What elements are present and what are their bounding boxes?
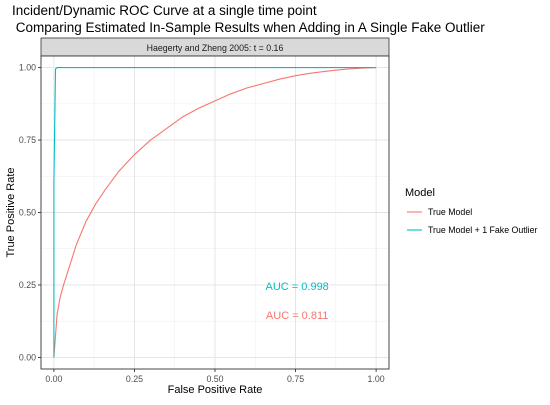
legend-title: Model	[405, 187, 435, 199]
x-tick-label: 0.25	[126, 374, 143, 384]
y-tick-label: 0.50	[19, 208, 36, 218]
legend-label: True Model	[428, 207, 472, 217]
series-line-true-model	[53, 67, 377, 358]
x-axis-title: False Positive Rate	[168, 384, 263, 396]
series-lines	[53, 67, 377, 358]
legend: Model True Model True Model + 1 Fake Outl…	[405, 187, 538, 239]
series-line-true-model-plus-outlier	[53, 67, 377, 358]
auc-annotations: AUC = 0.998 AUC = 0.811	[266, 281, 329, 322]
grid-lines	[41, 56, 389, 369]
auc-label-0: AUC = 0.998	[266, 281, 329, 293]
y-tick-label: 1.00	[19, 63, 36, 73]
y-axis-title: True Positive Rate	[5, 167, 17, 257]
x-tick-label: 0.50	[206, 374, 223, 384]
auc-label-1: AUC = 0.811	[266, 310, 328, 322]
chart-title-line2: Comparing Estimated In-Sample Results wh…	[12, 20, 485, 35]
x-tick-label: 0.75	[287, 374, 304, 384]
y-tick-label: 0.75	[19, 135, 36, 145]
legend-item[interactable]: True Model + 1 Fake Outlier	[406, 222, 538, 239]
legend-label: True Model + 1 Fake Outlier	[428, 225, 538, 235]
y-tick-label: 0.00	[19, 352, 36, 362]
y-tick-label: 0.25	[19, 280, 36, 290]
x-tick-label: 0.00	[45, 374, 62, 384]
facet-label: Haegerty and Zheng 2005: t = 0.16	[147, 43, 284, 53]
chart-title-line1: Incident/Dynamic ROC Curve at a single t…	[12, 3, 317, 18]
axes: 0.00 0.25 0.50 0.75 1.00 0.00 0.25 0.50 0.75 1.00	[19, 63, 385, 384]
legend-item[interactable]: True Model	[406, 204, 472, 221]
x-tick-label: 1.00	[368, 374, 385, 384]
